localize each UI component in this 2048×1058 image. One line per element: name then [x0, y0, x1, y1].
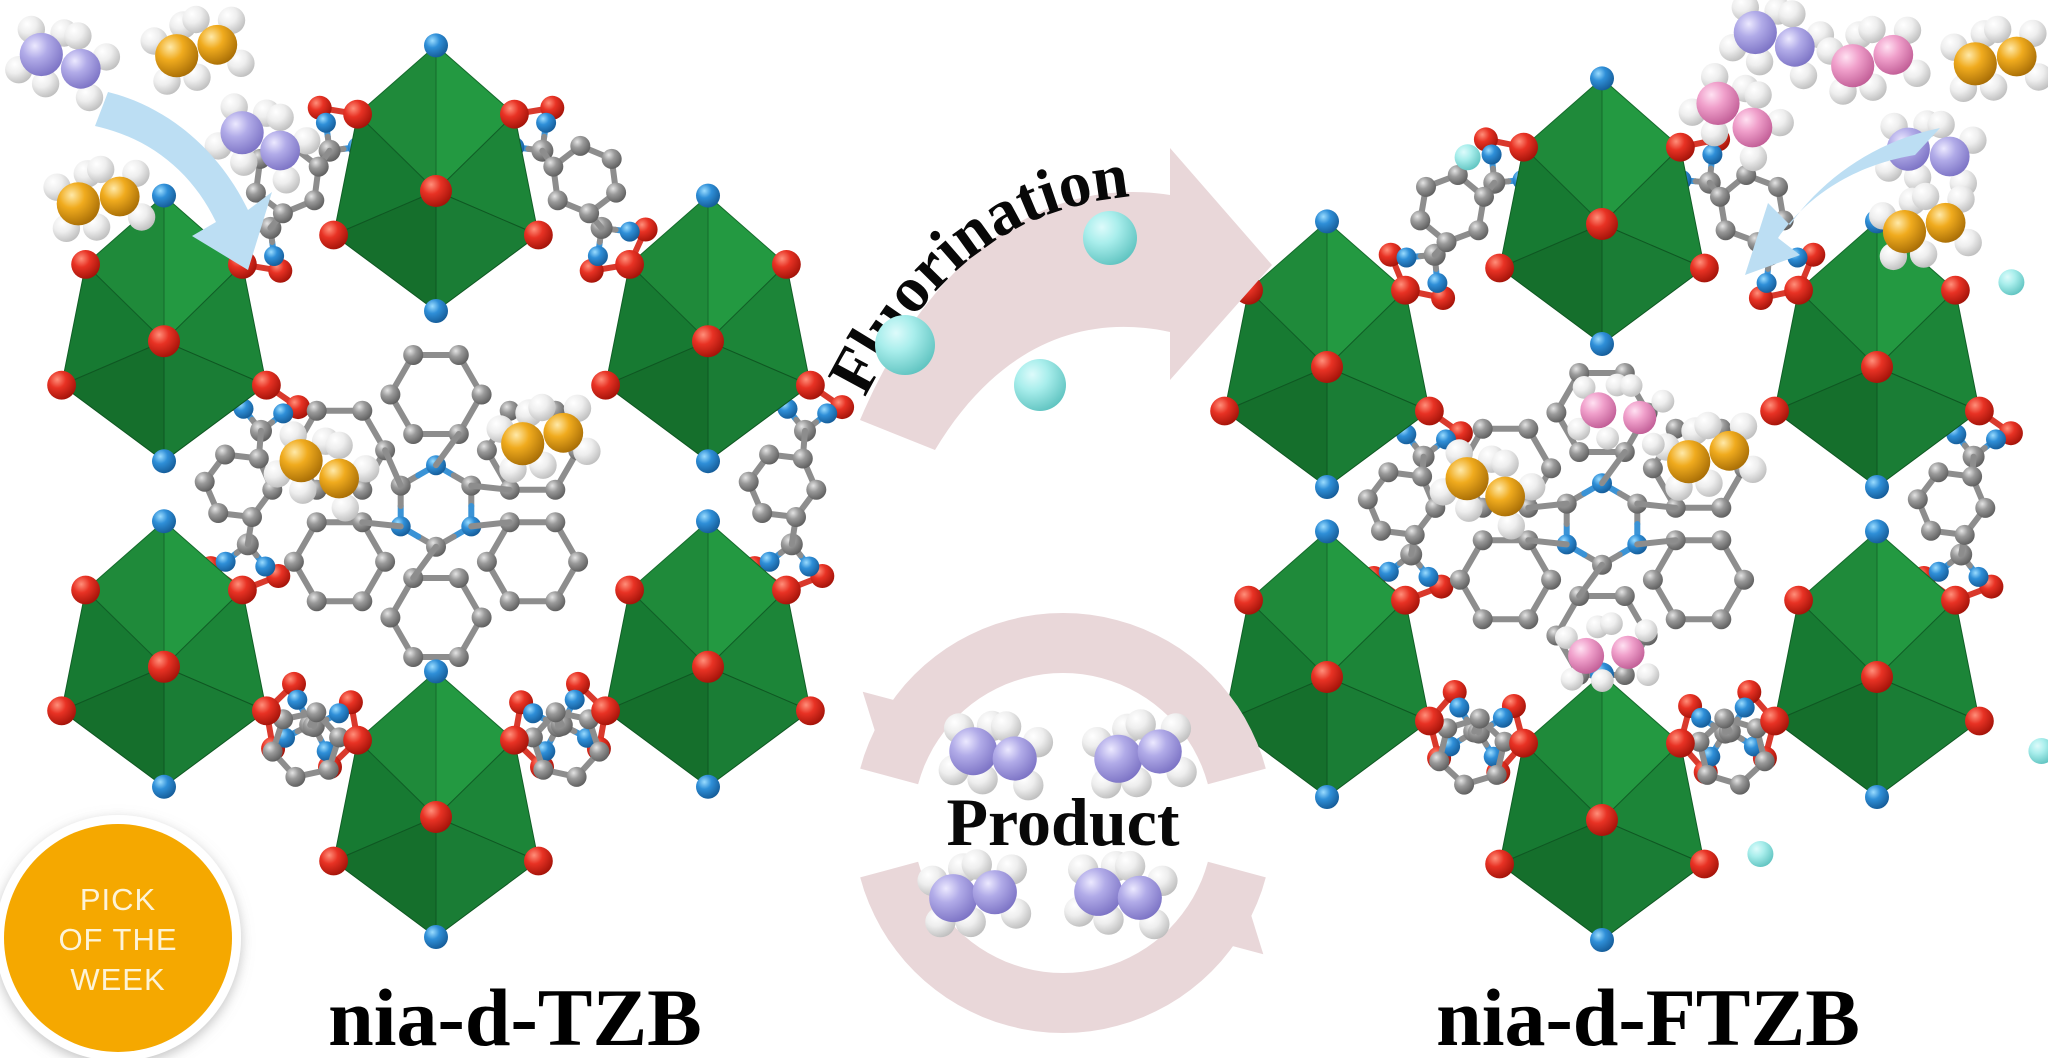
svg-text:Product: Product — [947, 784, 1180, 860]
svg-text:WEEK: WEEK — [70, 962, 165, 997]
svg-text:nia-d-TZB: nia-d-TZB — [328, 972, 702, 1058]
svg-text:nia-d-FTZB: nia-d-FTZB — [1436, 972, 1860, 1058]
svg-text:OF THE: OF THE — [58, 922, 177, 957]
svg-text:PICK: PICK — [80, 882, 156, 917]
